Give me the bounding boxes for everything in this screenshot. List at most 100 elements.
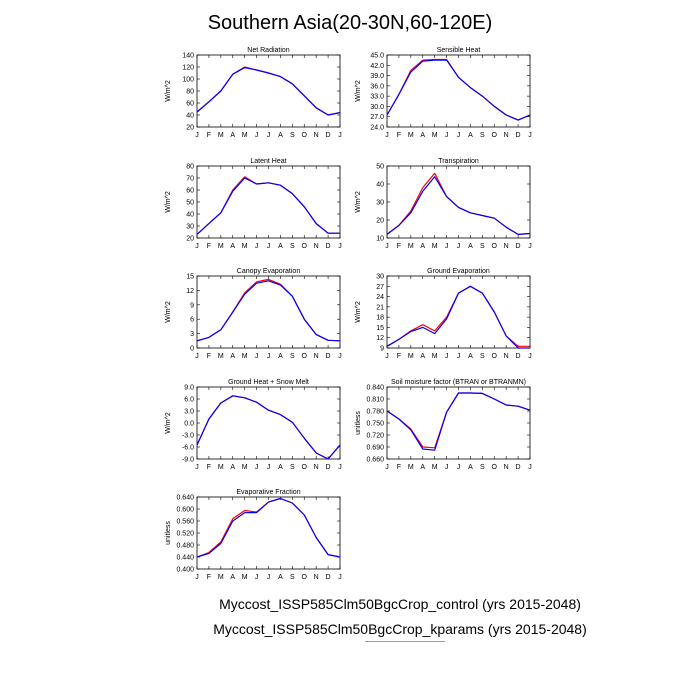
series-line-kparams — [196, 177, 340, 235]
chart-panel-8: Soil moisture factor (BTRAN or BTRANMN) u… — [355, 379, 532, 471]
x-tick-label: A — [420, 464, 425, 471]
y-tick-label: 100 — [182, 77, 194, 84]
chart-panel-9: Evaporative Fraction unitless 0.400 0.440 0.… — [165, 489, 342, 581]
x-tick-label: S — [290, 132, 295, 139]
x-tick-label: D — [326, 353, 331, 360]
x-tick-label: A — [278, 353, 283, 360]
y-tick-label: 24.0 — [370, 125, 384, 132]
y-tick-label: 0.560 — [176, 519, 194, 526]
x-tick-label: J — [338, 464, 342, 471]
series-line-control — [386, 58, 531, 121]
y-tick-label: 0.0 — [184, 421, 194, 428]
y-tick-label: 0.480 — [176, 543, 194, 550]
x-tick-label: M — [242, 464, 248, 471]
x-tick-label: J — [338, 132, 342, 139]
x-tick-label: M — [242, 243, 248, 250]
x-tick-label: N — [504, 464, 509, 471]
y-tick-label: 18 — [376, 315, 384, 322]
series-line-control — [386, 392, 531, 449]
y-axis-label: W/m^2 — [355, 301, 362, 323]
x-tick-label: J — [267, 464, 271, 471]
x-tick-label: J — [385, 243, 389, 250]
legend-control-label: Myccost_ISSP585Clm50BgcCrop_control (yrs… — [219, 596, 581, 612]
x-tick-label: S — [290, 574, 295, 581]
x-tick-label: D — [516, 464, 521, 471]
y-tick-label: 0.840 — [366, 385, 384, 392]
plot-frame — [386, 165, 531, 239]
plot-frame — [196, 386, 341, 460]
y-tick-label: 80 — [186, 89, 194, 96]
x-tick-label: M — [432, 353, 438, 360]
y-tick-label: 20 — [186, 236, 194, 243]
panel-title: Sensible Heat — [437, 47, 481, 54]
x-tick-label: M — [242, 574, 248, 581]
y-tick-label: 27 — [376, 284, 384, 291]
y-tick-label: 30.0 — [370, 104, 384, 111]
x-tick-label: F — [397, 243, 401, 250]
x-tick-label: M — [218, 574, 224, 581]
panel-title: Ground Evaporation — [427, 268, 490, 275]
panel-title: Net Radiation — [247, 47, 290, 54]
x-tick-label: N — [314, 464, 319, 471]
y-tick-label: 39.0 — [370, 73, 384, 80]
y-tick-label: 36.0 — [370, 83, 384, 90]
x-tick-label: F — [207, 353, 211, 360]
x-tick-label: M — [408, 132, 414, 139]
y-tick-label: 80 — [186, 164, 194, 171]
series-line-kparams — [386, 392, 531, 451]
plot-frame — [196, 165, 341, 239]
x-tick-label: S — [480, 464, 485, 471]
x-tick-label: M — [432, 132, 438, 139]
y-tick-label: 40 — [186, 212, 194, 219]
x-tick-label: A — [278, 243, 283, 250]
x-tick-label: J — [195, 132, 199, 139]
y-tick-label: 0.750 — [366, 421, 384, 428]
series-line-control — [386, 285, 530, 347]
x-tick-label: A — [278, 574, 283, 581]
y-tick-label: 9 — [190, 302, 194, 309]
x-tick-label: J — [528, 243, 532, 250]
x-tick-label: J — [445, 464, 449, 471]
x-tick-label: O — [302, 464, 308, 471]
x-tick-label: O — [492, 464, 498, 471]
x-tick-label: O — [492, 132, 498, 139]
y-tick-label: 0.660 — [366, 457, 384, 464]
plot-frame — [386, 386, 531, 460]
x-tick-label: M — [432, 243, 438, 250]
x-tick-label: J — [445, 243, 449, 250]
series-line-control — [386, 172, 531, 235]
series-line-kparams — [386, 59, 531, 121]
x-tick-label: J — [457, 243, 461, 250]
y-tick-label: 140 — [182, 53, 194, 60]
y-axis-label: unitless — [165, 521, 172, 545]
x-tick-label: J — [338, 574, 342, 581]
legend-kparams-label: Myccost_ISSP585Clm50BgcCrop_kparams (yrs… — [213, 621, 587, 637]
panel-title: Soil moisture factor (BTRAN or BTRANMN) — [391, 379, 526, 386]
x-tick-label: J — [385, 353, 389, 360]
x-tick-label: D — [326, 574, 331, 581]
y-tick-label: 0.520 — [176, 531, 194, 538]
y-tick-label: 27.0 — [370, 114, 384, 121]
x-tick-label: J — [528, 353, 532, 360]
x-tick-label: M — [218, 353, 224, 360]
y-tick-label: 0.690 — [366, 445, 384, 452]
x-tick-label: J — [385, 132, 389, 139]
y-tick-label: 33.0 — [370, 94, 384, 101]
y-tick-label: 3 — [190, 331, 194, 338]
plot-frame — [196, 275, 341, 349]
y-tick-label: 21 — [376, 304, 384, 311]
figure-title: Southern Asia(20-30N,60-120E) — [207, 12, 493, 34]
x-tick-label: J — [255, 464, 259, 471]
x-tick-label: A — [230, 464, 235, 471]
x-tick-label: N — [504, 243, 509, 250]
series-line-kparams — [196, 66, 341, 116]
x-tick-label: J — [255, 132, 259, 139]
y-tick-label: 120 — [182, 65, 194, 72]
y-tick-label: 0.440 — [176, 555, 194, 562]
y-tick-label: 9 — [380, 346, 384, 353]
series-line-control — [196, 497, 341, 558]
x-tick-label: A — [420, 353, 425, 360]
x-tick-label: O — [302, 132, 308, 139]
